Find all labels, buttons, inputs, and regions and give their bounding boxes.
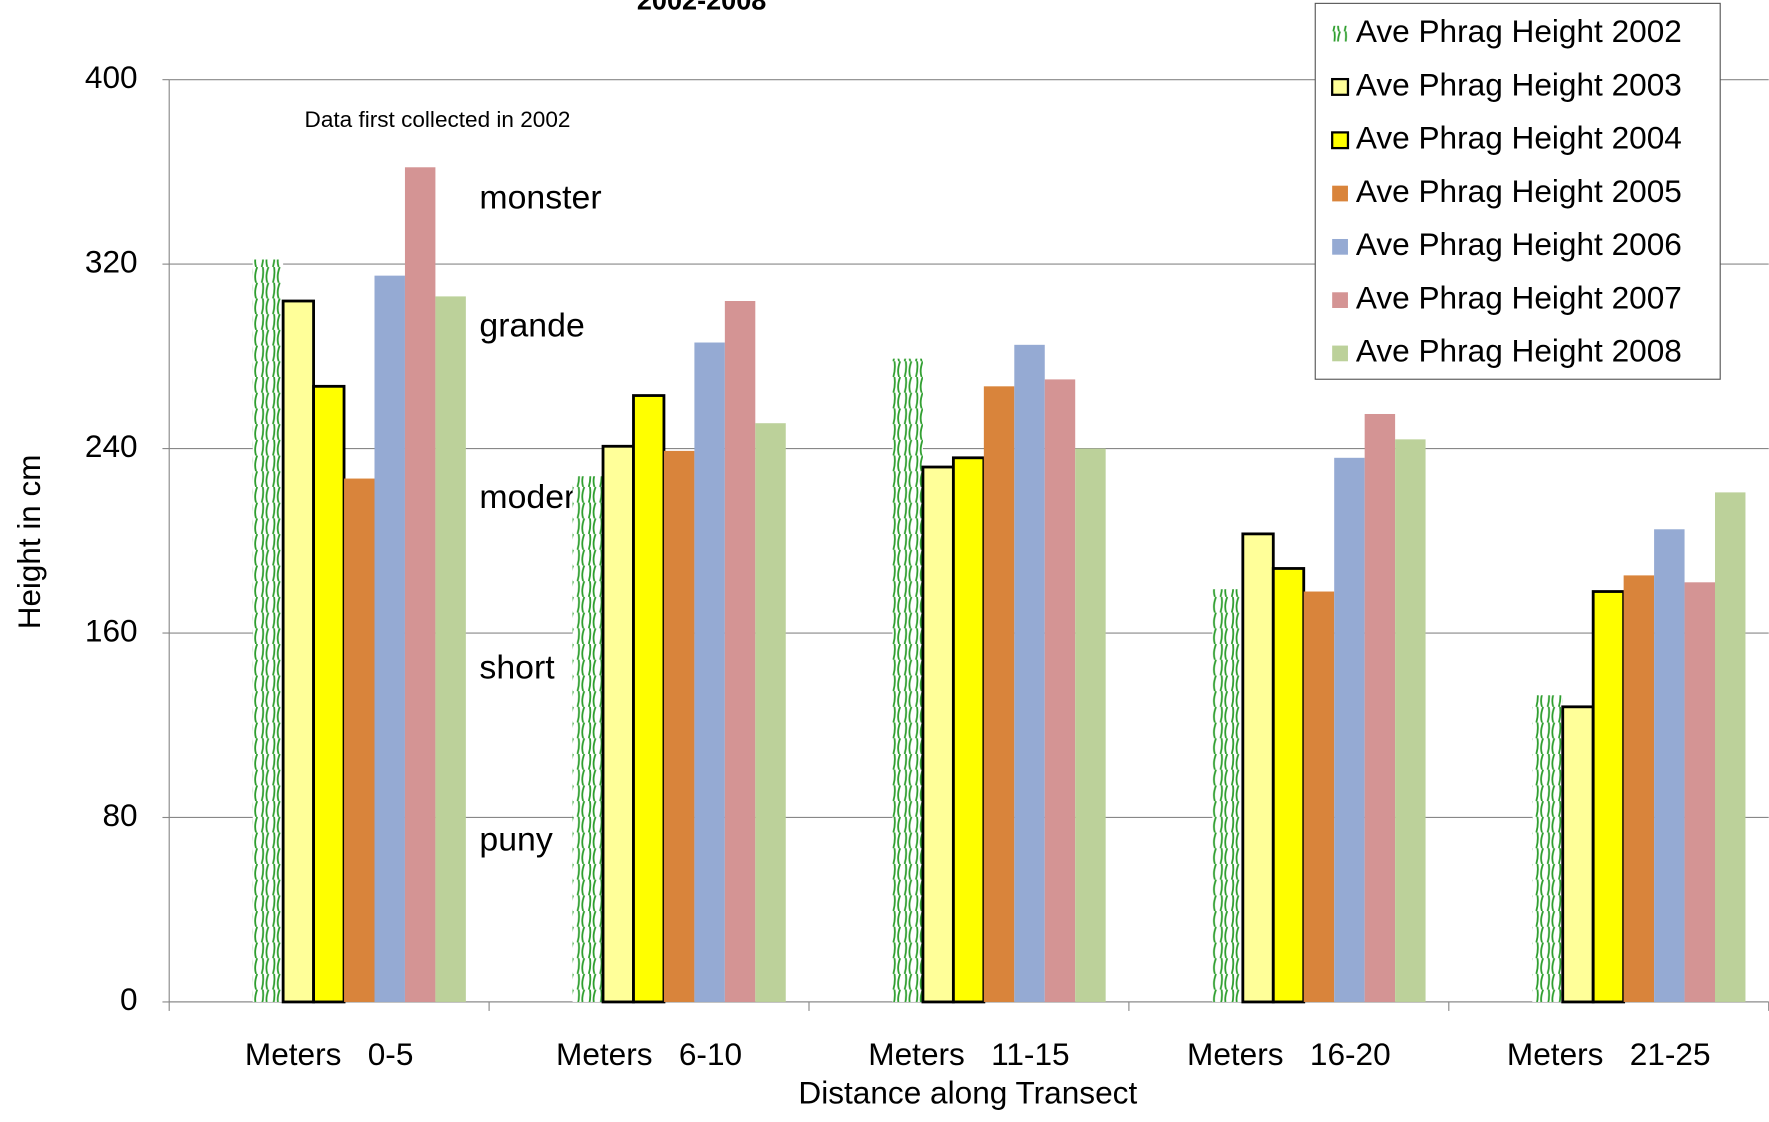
bar <box>1654 529 1685 1002</box>
bar <box>1395 439 1426 1002</box>
annotation: grande <box>479 307 584 345</box>
bar <box>1591 590 1626 1004</box>
bar <box>1334 457 1365 1002</box>
bar <box>344 478 375 1002</box>
legend-box <box>1314 2 1721 380</box>
bar <box>1014 344 1045 1002</box>
legend-swatch <box>1332 25 1348 42</box>
bar <box>1212 589 1243 1002</box>
annotation: short <box>479 649 555 687</box>
legend-swatch <box>1332 345 1348 362</box>
y-tick-label: 320 <box>85 244 138 280</box>
legend-swatch <box>1331 131 1350 150</box>
bar <box>1075 448 1106 1002</box>
x-axis-label: Distance along Transect <box>798 1074 1137 1110</box>
plot-root: 2002-2008 Height in cm Distance along Tr… <box>11 0 1769 1110</box>
bar <box>1271 567 1306 1004</box>
bar <box>921 465 955 1004</box>
y-tick-label: 80 <box>102 797 137 833</box>
x-tick-label: Meters 21-25 <box>1507 1036 1711 1072</box>
y-tick-label: 240 <box>85 428 138 464</box>
bar <box>724 301 756 1002</box>
x-tick-label: Meters 11-15 <box>868 1036 1069 1072</box>
legend-swatch <box>1331 77 1350 96</box>
bar <box>1241 532 1275 1004</box>
bar <box>374 275 405 1002</box>
legend-label: Ave Phrag Height 2007 <box>1356 280 1682 316</box>
legend-label: Ave Phrag Height 2004 <box>1356 120 1682 156</box>
legend-label: Ave Phrag Height 2008 <box>1356 333 1682 369</box>
legend-swatch <box>1332 238 1348 255</box>
legend-swatch <box>1332 185 1348 202</box>
bar <box>1715 492 1746 1002</box>
bar <box>252 259 284 1002</box>
annotation: puny <box>479 820 553 858</box>
bar <box>892 358 923 1002</box>
bar <box>572 476 604 1002</box>
bar <box>1532 695 1563 1002</box>
y-axis-label: Height in cm <box>11 455 47 630</box>
bar <box>1684 582 1716 1002</box>
legend-label: Ave Phrag Height 2002 <box>1356 13 1682 49</box>
legend-label: Ave Phrag Height 2003 <box>1356 66 1682 102</box>
bar <box>632 394 666 1004</box>
y-tick-label: 160 <box>85 612 138 648</box>
bar <box>983 386 1015 1002</box>
bar <box>601 444 635 1004</box>
bar <box>435 296 466 1002</box>
bar <box>1561 705 1595 1004</box>
annotation: monster <box>479 179 601 217</box>
bar <box>404 167 436 1002</box>
y-tick-label: 0 <box>120 981 138 1017</box>
bar <box>663 450 695 1002</box>
x-tick-label: Meters 0-5 <box>245 1036 414 1072</box>
bar <box>281 299 315 1004</box>
x-tick-label: Meters 6-10 <box>556 1036 742 1072</box>
x-tick-label: Meters 16-20 <box>1187 1036 1391 1072</box>
bar <box>951 456 986 1004</box>
bar <box>1364 413 1396 1002</box>
legend-label: Ave Phrag Height 2005 <box>1356 173 1682 209</box>
bar <box>1303 591 1335 1002</box>
bar <box>1044 379 1076 1002</box>
legend-label: Ave Phrag Height 2006 <box>1356 226 1682 262</box>
y-tick-label: 400 <box>85 59 138 95</box>
chart-title: 2002-2008 <box>637 0 766 15</box>
bar <box>1623 575 1655 1002</box>
legend-swatch <box>1332 292 1348 308</box>
bar <box>755 423 786 1002</box>
bar <box>694 342 725 1002</box>
bar <box>312 384 346 1004</box>
annotation: Data first collected in 2002 <box>305 107 571 132</box>
